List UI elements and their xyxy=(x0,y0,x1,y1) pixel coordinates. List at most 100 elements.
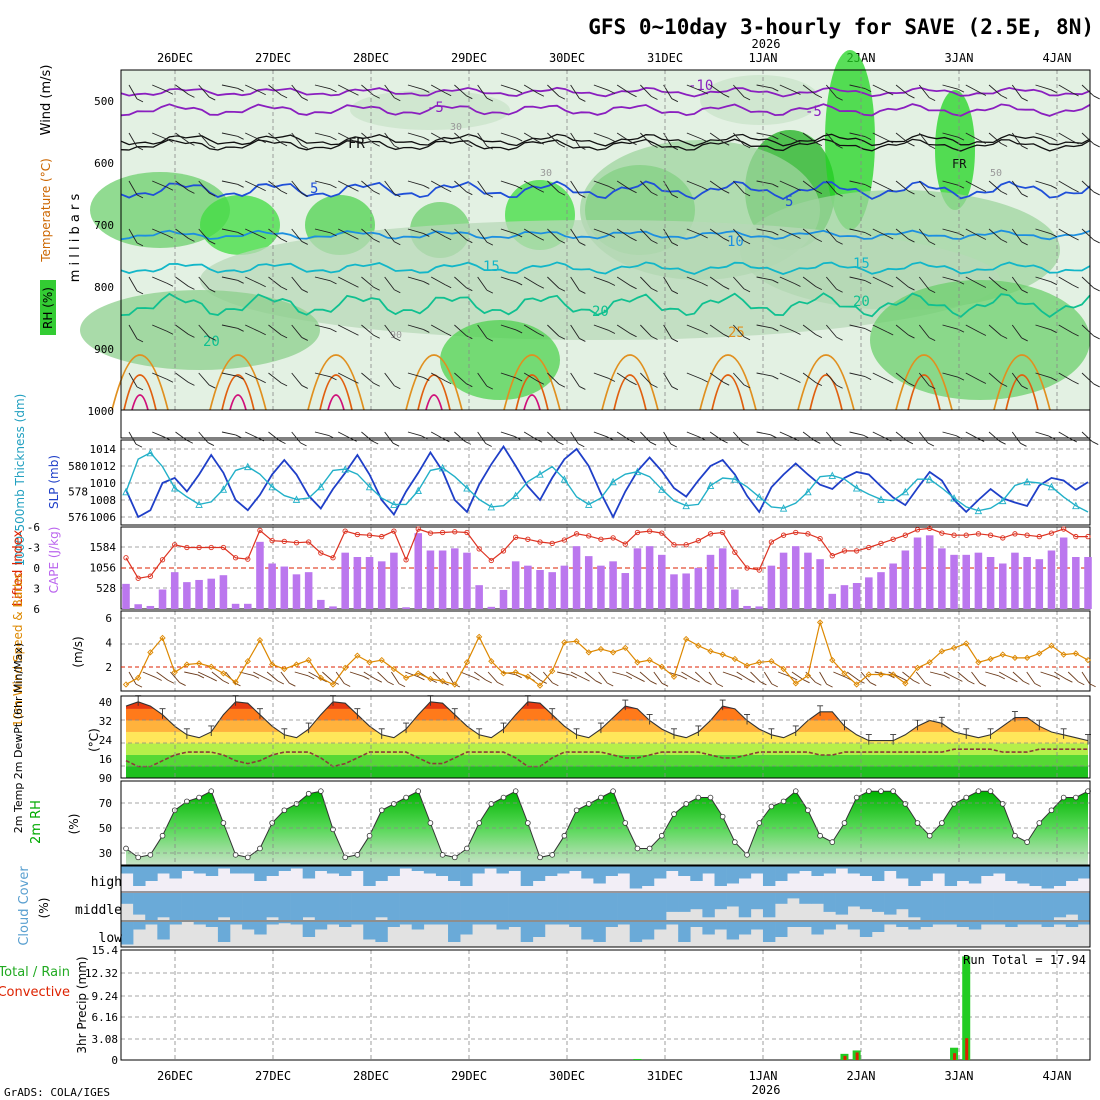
rh-marker xyxy=(646,845,653,852)
wind-barb xyxy=(872,228,888,237)
precip-total-bar xyxy=(962,956,971,1060)
cloud-bar xyxy=(738,922,752,935)
li-marker xyxy=(1000,535,1006,541)
wind-barb xyxy=(268,431,280,441)
cloud-bar xyxy=(581,866,594,879)
cloud-bar xyxy=(363,922,376,940)
cape-bar xyxy=(658,554,666,609)
wind-barb-flag xyxy=(651,192,658,196)
wind-barb xyxy=(337,228,353,237)
li-marker xyxy=(135,575,141,581)
wind-barb-flag xyxy=(928,385,936,390)
wind-barb-flag xyxy=(444,236,452,241)
thickness-marker xyxy=(317,482,325,491)
wind-barb-flag xyxy=(301,145,308,149)
wind-barb xyxy=(570,180,580,195)
wind-barb xyxy=(407,431,422,437)
cloud-bar xyxy=(157,866,170,874)
wind-barb-flag xyxy=(423,377,430,381)
wind-barb-flag xyxy=(259,379,266,384)
cloud-bar xyxy=(1041,922,1054,927)
wind-barb-flag xyxy=(979,140,987,144)
wind-speed-marker xyxy=(926,659,933,666)
cloud-bar xyxy=(932,922,945,925)
cape-bar xyxy=(511,561,520,609)
wind-barb-flag xyxy=(332,680,339,685)
wind-barb xyxy=(918,180,930,194)
wind-barb-flag xyxy=(1093,95,1100,100)
wind-barb xyxy=(593,180,610,187)
cloud-bar xyxy=(629,893,643,920)
temp-tick: 24 xyxy=(99,734,113,747)
wind-barb xyxy=(1081,324,1095,337)
wind-barb xyxy=(152,276,168,284)
wind-barb xyxy=(791,671,804,681)
wind-barb xyxy=(965,84,981,93)
wind-barb-flag xyxy=(864,376,872,381)
cloud-bar xyxy=(157,893,170,918)
wind-barb-flag xyxy=(863,434,870,439)
wind-barb xyxy=(825,180,837,194)
wind-speed-marker xyxy=(1048,642,1055,649)
wind-barb xyxy=(1011,84,1023,99)
wind-barb-flag xyxy=(928,289,936,294)
rh-marker xyxy=(939,820,945,826)
wind-barb xyxy=(895,372,909,384)
wind-barb xyxy=(405,671,419,678)
cloud-bar xyxy=(302,893,316,918)
cloud-bar xyxy=(520,922,534,942)
wind-barb xyxy=(487,671,498,683)
wind-barb-flag xyxy=(608,378,616,382)
wind-barb xyxy=(430,180,446,190)
thickness-marker xyxy=(268,482,276,491)
wind-barb-flag xyxy=(928,241,936,246)
li-marker xyxy=(1085,533,1091,540)
wind-barb-flag xyxy=(237,327,244,332)
wind-barb xyxy=(152,324,168,332)
wind-speed-marker xyxy=(890,671,897,678)
wind-speed-marker xyxy=(938,648,946,655)
cloud-bar xyxy=(799,893,812,904)
wind10m-unit: (m/s) xyxy=(71,636,85,667)
thickness-marker xyxy=(1047,482,1056,491)
wind-barb xyxy=(942,180,959,186)
wind-barb xyxy=(802,132,817,143)
wind-barb-flag xyxy=(1072,284,1079,289)
wind-barb xyxy=(1035,324,1051,331)
cape-tick: 528 xyxy=(96,582,116,595)
wind-barb-flag xyxy=(423,329,430,333)
wind-barb xyxy=(225,671,235,684)
wind-barb-flag xyxy=(466,191,473,196)
wind-barb-flag xyxy=(394,145,401,150)
wind-barb-flag xyxy=(651,144,658,148)
wind-barb-flag xyxy=(259,331,266,336)
wind-barb-flag xyxy=(772,87,779,92)
cloud-bar xyxy=(217,866,231,869)
wind-barb xyxy=(523,431,537,440)
wind-barb-flag xyxy=(136,290,144,295)
temp-minmax-marker xyxy=(865,734,872,745)
wind-barb xyxy=(965,324,981,333)
wind-barb xyxy=(833,671,847,678)
rh-shading xyxy=(825,50,875,230)
wind-speed-marker xyxy=(1023,654,1031,662)
wind-barb-flag xyxy=(743,384,751,389)
cape-bar xyxy=(499,589,508,609)
wind-speed-marker xyxy=(1084,656,1092,664)
wind-barb-flag xyxy=(651,288,658,292)
wind-barb xyxy=(430,228,446,238)
temp-minmax-marker xyxy=(1060,728,1067,739)
rh-marker xyxy=(817,832,823,839)
wind-barb-flag xyxy=(330,328,337,333)
wind-barb-flag xyxy=(558,191,566,196)
cloud-bar xyxy=(544,893,558,920)
cloud-bar xyxy=(787,922,800,927)
wind-barb-flag xyxy=(570,674,578,679)
wind-barb xyxy=(846,671,859,681)
wind-barb xyxy=(895,228,909,240)
wind-barb-flag xyxy=(908,286,915,291)
temp-band xyxy=(126,720,1088,732)
wind-barb-flag xyxy=(166,378,174,383)
thickness-marker xyxy=(390,500,398,508)
